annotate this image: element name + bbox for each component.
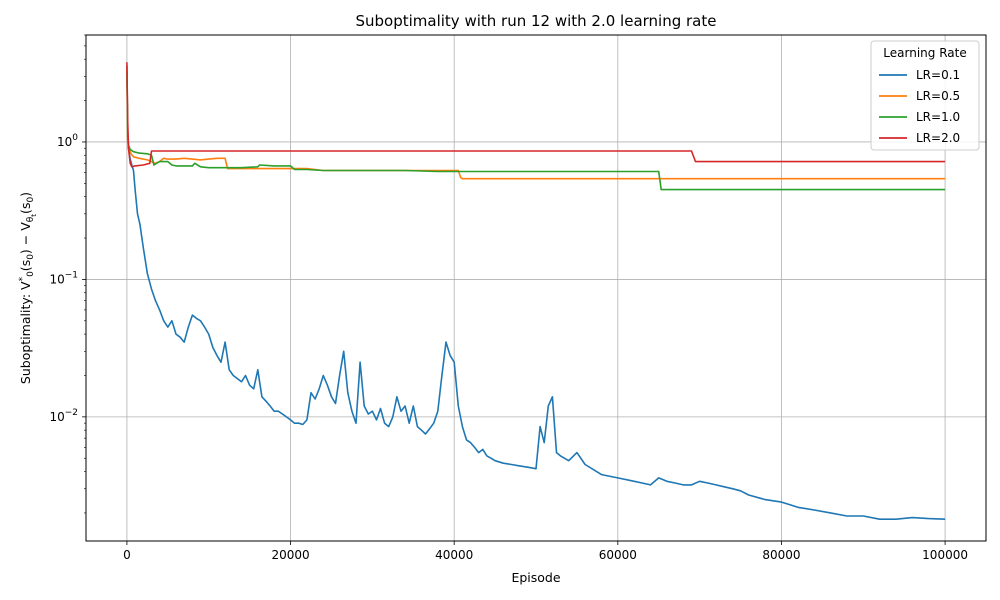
x-tick-label: 80000 <box>762 548 800 562</box>
legend-title: Learning Rate <box>883 46 966 60</box>
x-axis-label: Episode <box>511 570 560 585</box>
plot-frame <box>85 34 987 542</box>
legend: Learning Rate LR=0.1 LR=0.5 LR=1.0 LR=2.0 <box>870 40 980 151</box>
series-line-lr-2-0 <box>126 62 946 168</box>
y-tick-label: 10−2 <box>49 408 78 424</box>
legend-label: LR=1.0 <box>916 110 960 124</box>
legend-label: LR=0.1 <box>916 68 960 82</box>
legend-box <box>870 40 980 151</box>
series-lines <box>126 62 946 521</box>
x-tick-label: 100000 <box>922 548 968 562</box>
x-tick-label: 0 <box>123 548 131 562</box>
legend-label: LR=0.5 <box>916 89 960 103</box>
series-line-lr-0-1 <box>126 65 946 521</box>
series-line-lr-1-0 <box>126 72 946 191</box>
chart-title: Suboptimality with run 12 with 2.0 learn… <box>355 12 716 30</box>
y-tick-label: 100 <box>57 133 78 149</box>
plot-area <box>126 62 946 521</box>
x-tick-label: 60000 <box>599 548 637 562</box>
legend-label: LR=2.0 <box>916 131 960 145</box>
y-axis-label: Suboptimality: V*0(s0) − Vθt(s0) <box>18 192 38 384</box>
y-tick-label: 10−1 <box>49 270 78 286</box>
y-axis-ticks: 10−2 10−1 100 <box>49 34 86 514</box>
x-tick-label: 20000 <box>271 548 309 562</box>
x-tick-label: 40000 <box>435 548 473 562</box>
x-axis-ticks: 0 20000 40000 60000 80000 100000 <box>123 541 968 562</box>
